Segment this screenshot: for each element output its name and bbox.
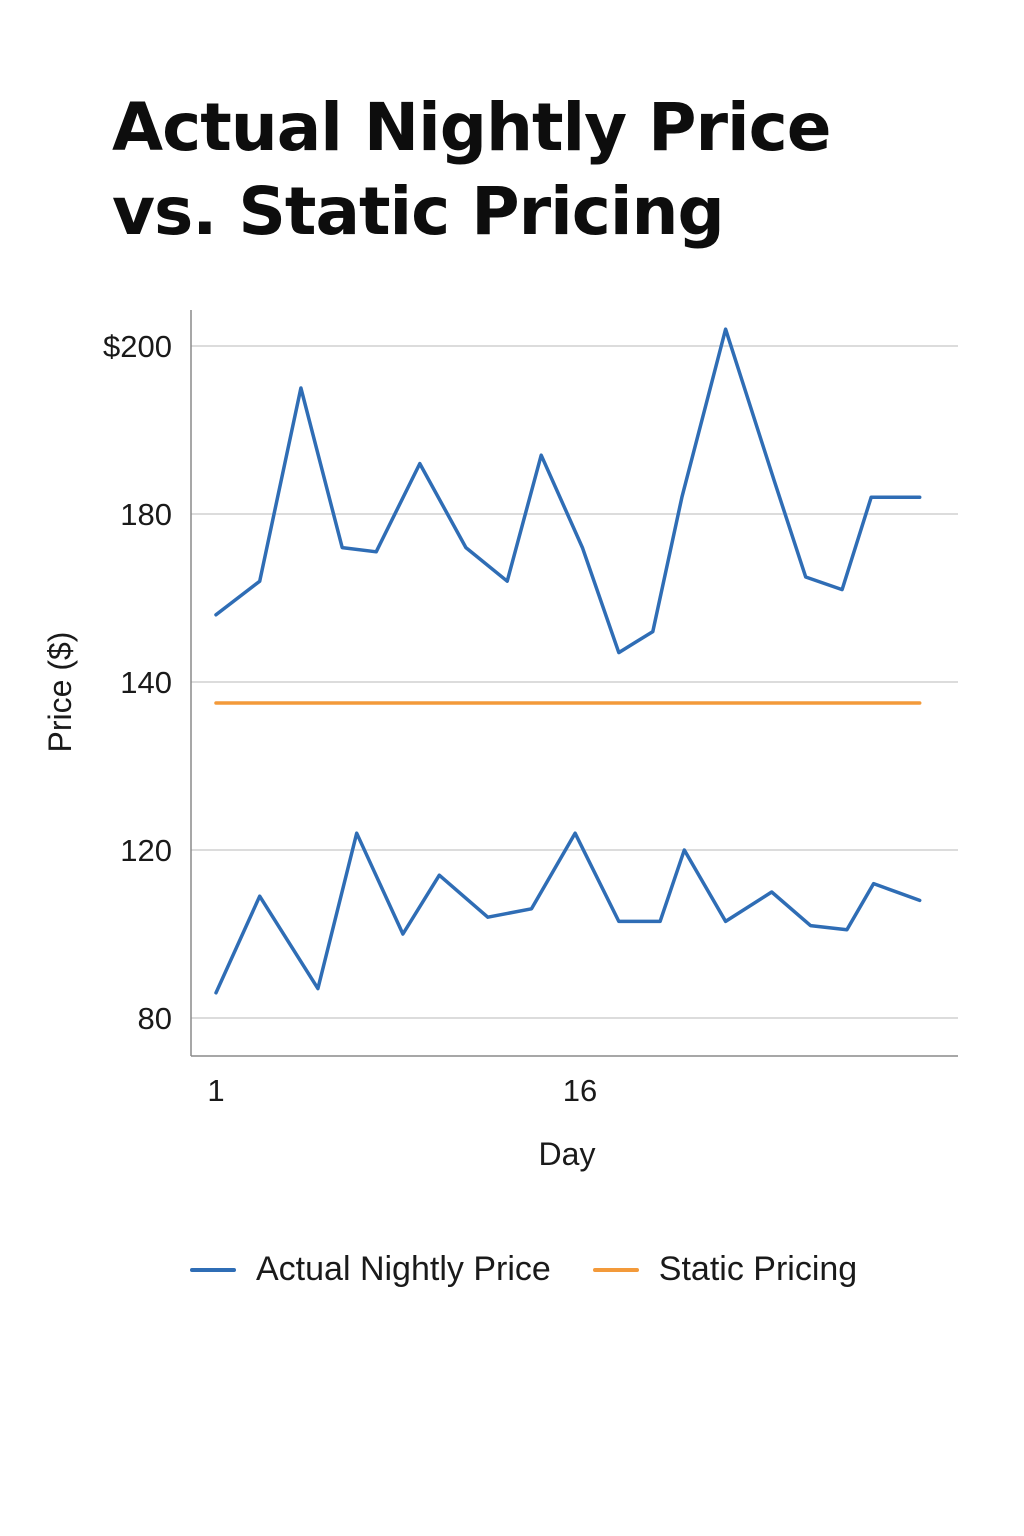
legend-swatch-static [592,1267,639,1272]
y-tick-label: $200 [103,329,172,364]
chart-title-line-2: vs. Static Pricing [112,173,725,250]
x-axis-title: Day [539,1136,596,1172]
y-tick-label: 180 [120,497,172,532]
series-lines [214,327,922,995]
legend-item-actual: Actual Nightly Price [190,1250,551,1289]
legend-swatch-actual [190,1267,236,1272]
y-tick-label: 120 [120,833,172,868]
series-line-2 [214,831,922,995]
legend-label-actual: Actual Nightly Price [256,1250,551,1288]
gridlines [191,345,958,1019]
legend-item-static: Static Pricing [592,1250,858,1289]
chart-title-line-1: Actual Nightly Price [112,89,832,166]
series-line-1 [214,327,922,655]
x-tick-label: 16 [563,1073,597,1108]
y-axis-title: Price ($) [42,632,78,753]
legend-label-static: Static Pricing [658,1250,858,1288]
tick-labels: $200 180 140 120 80 1 16 [103,329,597,1108]
chart-title: Actual Nightly Price vs. Static Pricing [112,86,932,254]
y-tick-label: 80 [138,1001,172,1036]
legend: Actual Nightly Price Static Pricing [190,1250,857,1289]
x-tick-label: 1 [207,1073,224,1108]
y-tick-label: 140 [120,665,172,700]
